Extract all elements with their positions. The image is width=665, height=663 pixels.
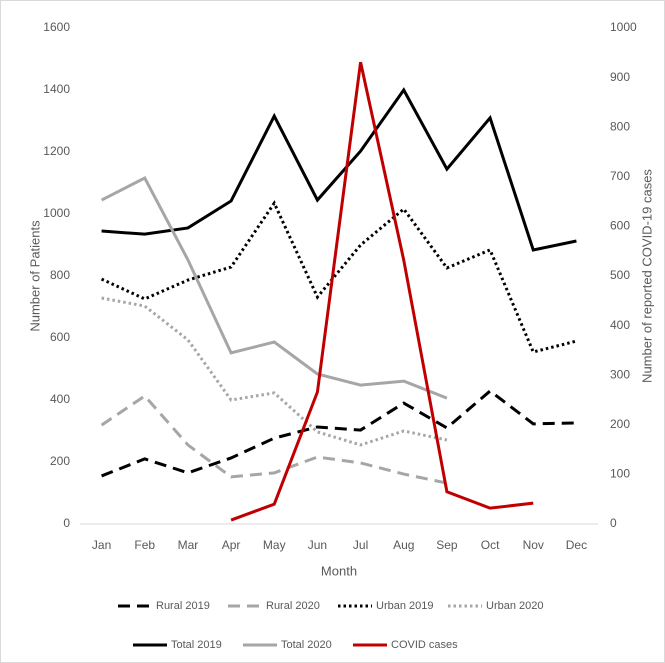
y2-tick-label: 700 (610, 169, 630, 183)
x-tick-label: May (263, 538, 286, 552)
x-tick-label: Jun (308, 538, 327, 552)
x-tick-label: Aug (393, 538, 414, 552)
x-tick-label: Jul (353, 538, 368, 552)
x-tick-label: Apr (222, 538, 241, 552)
y2-tick-label: 800 (610, 119, 630, 133)
y-tick-label: 0 (63, 516, 70, 530)
x-tick-label: Oct (481, 538, 500, 552)
series-line (101, 87, 577, 252)
series-line (230, 61, 534, 522)
y2-tick-label: 200 (610, 417, 630, 431)
legend-label: Total 2020 (281, 639, 332, 651)
y2-tick-label: 0 (610, 516, 617, 530)
y-tick-label: 1200 (43, 144, 70, 158)
y2-tick-label: 600 (610, 219, 630, 233)
x-tick-label: Sep (436, 538, 458, 552)
x-tick-label: Dec (566, 538, 587, 552)
legend-label: Rural 2019 (156, 600, 210, 612)
y2-tick-label: 400 (610, 318, 630, 332)
y2-tick-label: 100 (610, 467, 630, 481)
y2-axis-title: Number of reported COVID-19 cases (639, 169, 654, 383)
legend-label: COVID cases (391, 639, 458, 651)
y2-tick-label: 300 (610, 367, 630, 381)
series-line (100, 393, 448, 485)
x-tick-label: Jan (92, 538, 111, 552)
y-tick-label: 600 (50, 330, 70, 344)
series-line (101, 296, 448, 447)
y2-tick-label: 900 (610, 70, 630, 84)
x-axis-title: Month (321, 563, 357, 578)
y-tick-label: 400 (50, 392, 70, 406)
y-tick-label: 800 (50, 268, 70, 282)
y-axis-title: Number of Patients (27, 220, 42, 332)
series-line (100, 176, 448, 400)
y2-tick-label: 500 (610, 268, 630, 282)
legend-label: Urban 2020 (486, 600, 544, 612)
y2-tick-label: 1000 (610, 20, 637, 34)
x-tick-label: Nov (523, 538, 544, 552)
series-line (100, 200, 577, 354)
y-tick-label: 1600 (43, 20, 70, 34)
x-tick-label: Feb (134, 538, 155, 552)
legend-label: Rural 2020 (266, 600, 320, 612)
legend-label: Total 2019 (171, 639, 222, 651)
y-tick-label: 1000 (43, 206, 70, 220)
series-line (101, 389, 577, 478)
y-tick-label: 200 (50, 454, 70, 468)
legend-label: Urban 2019 (376, 600, 434, 612)
x-tick-label: Mar (178, 538, 199, 552)
y-tick-label: 1400 (43, 82, 70, 96)
